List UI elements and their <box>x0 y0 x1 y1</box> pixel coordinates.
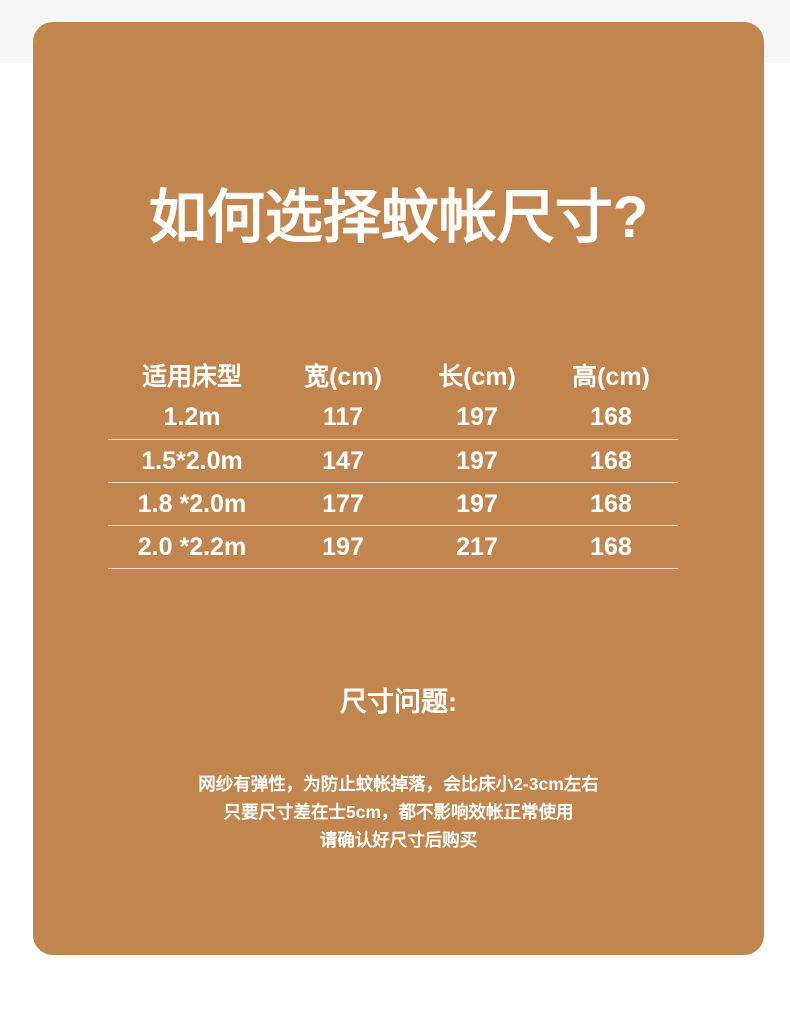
table-row: 1.8 *2.0m 177 197 168 <box>108 482 678 526</box>
cell-length: 197 <box>410 439 544 483</box>
column-header-width: 宽(cm) <box>304 363 382 391</box>
notes-section: 网纱有弹性，为防止蚊帐掉落，会比床小2-3cm左右 只要尺寸差在士5cm，都不影… <box>33 770 764 854</box>
cell-width: 117 <box>322 403 364 431</box>
table-header-row: 适用床型 宽(cm) 长(cm) 高(cm) <box>108 354 678 396</box>
cell-length: 217 <box>410 525 544 569</box>
cell-height: 168 <box>544 482 678 526</box>
cell-width: 177 <box>276 482 410 526</box>
cell-length: 197 <box>456 403 498 431</box>
cell-width: 147 <box>276 439 410 483</box>
cell-height: 168 <box>590 403 632 431</box>
cell-length: 197 <box>410 482 544 526</box>
note-line: 请确认好尺寸后购买 <box>319 830 478 850</box>
notes-section-heading: 尺寸问题: <box>340 687 457 717</box>
page-title: 如何选择蚊帐尺寸? <box>148 185 649 250</box>
column-header-bed-type: 适用床型 <box>141 363 242 391</box>
note-line: 网纱有弹性，为防止蚊帐掉落，会比床小2-3cm左右 <box>198 774 599 794</box>
cell-width: 197 <box>276 525 410 569</box>
column-header-length: 长(cm) <box>438 363 516 391</box>
size-guide-card: 如何选择蚊帐尺寸? 适用床型 宽(cm) 长(cm) 高(cm) 1.2m 11… <box>33 22 764 955</box>
cell-height: 168 <box>544 525 678 569</box>
cell-bed-type: 1.5*2.0m <box>108 439 276 483</box>
table-row: 1.5*2.0m 147 197 168 <box>108 439 678 483</box>
cell-height: 168 <box>544 439 678 483</box>
table-row: 2.0 *2.2m 197 217 168 <box>108 525 678 569</box>
size-table: 适用床型 宽(cm) 长(cm) 高(cm) 1.2m 117 197 168 … <box>108 354 678 569</box>
column-header-height: 高(cm) <box>572 363 650 391</box>
table-row: 1.2m 117 197 168 <box>108 396 678 440</box>
cell-bed-type: 1.2m <box>163 403 221 431</box>
cell-bed-type: 2.0 *2.2m <box>108 525 276 569</box>
cell-bed-type: 1.8 *2.0m <box>108 482 276 526</box>
note-line: 只要尺寸差在士5cm，都不影响效帐正常使用 <box>223 802 574 822</box>
